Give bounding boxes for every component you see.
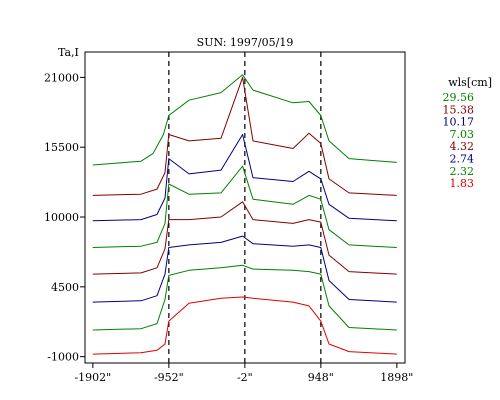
chart-title: SUN: 1997/05/19 (197, 36, 294, 49)
series-line-5 (92, 235, 397, 303)
legend-entry-2: 10.17 (443, 116, 475, 129)
x-tick-label-2: -2" (237, 371, 253, 384)
x-axis-ticks: -1902" -952" -2" 948" 1898" (74, 363, 413, 384)
series-line-7 (92, 296, 397, 355)
y-tick-label-1: 15500 (44, 141, 79, 154)
legend-entry-5: 2.74 (450, 153, 475, 166)
y-tick-label-0: 21000 (44, 71, 79, 84)
series-line-2 (92, 134, 397, 222)
vertical-markers (168, 52, 322, 363)
legend-entry-3: 7.03 (450, 128, 475, 141)
legend-title: wls[cm] (448, 76, 492, 89)
legend-entry-6: 2.32 (450, 165, 475, 178)
y-axis-label: Ta,I (58, 46, 79, 59)
legend-entry-7: 1.83 (450, 177, 475, 190)
legend-entry-0: 29.56 (443, 91, 475, 104)
series-line-6 (92, 264, 397, 331)
series-line-1 (92, 76, 397, 196)
x-tick-label-3: 948" (308, 371, 334, 384)
legend-entry-1: 15.38 (443, 103, 475, 116)
series-line-4 (92, 201, 397, 275)
y-tick-label-3: 4500 (51, 281, 79, 294)
series-line-0 (92, 74, 397, 166)
x-tick-label-1: -952" (154, 371, 184, 384)
series-layer (92, 74, 397, 355)
series-line-3 (92, 165, 397, 248)
x-tick-label-4: 1898" (380, 371, 413, 384)
y-axis-ticks: 21000 15500 10000 4500 -1000 (44, 71, 85, 364)
y-tick-label-2: 10000 (44, 211, 79, 224)
legend-entry-4: 4.32 (450, 140, 475, 153)
x-tick-label-0: -1902" (74, 371, 111, 384)
y-tick-label-4: -1000 (47, 351, 79, 364)
